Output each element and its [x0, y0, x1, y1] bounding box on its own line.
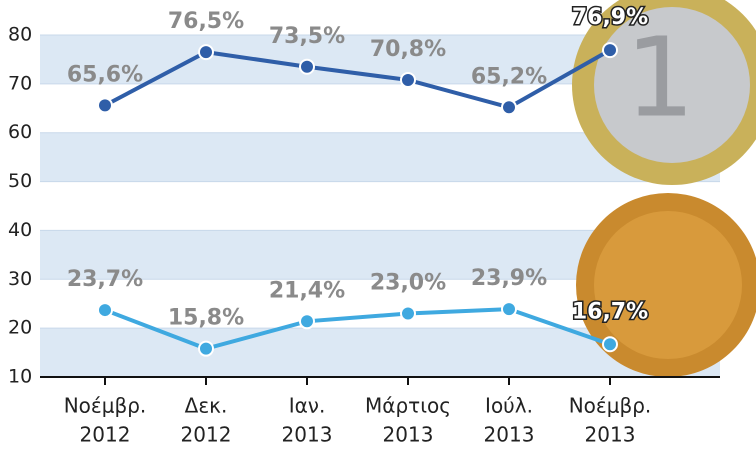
data-point [401, 73, 415, 87]
value-label: 76,9% [572, 5, 648, 30]
data-point [502, 100, 516, 114]
y-tick-label: 80 [8, 24, 32, 46]
value-label: 65,2% [471, 64, 547, 89]
value-label: 15,8% [168, 306, 244, 331]
y-tick-label: 30 [8, 268, 32, 290]
value-label: 70,8% [370, 37, 446, 62]
x-tick-label: 2013 [585, 423, 636, 447]
value-label: 23,0% [370, 270, 446, 295]
svg-text:1: 1 [625, 13, 695, 141]
value-label: 23,9% [471, 266, 547, 291]
drachma-coin [576, 193, 756, 377]
value-label: 21,4% [269, 278, 345, 303]
y-tick-label: 60 [8, 121, 32, 143]
data-point [502, 302, 516, 316]
y-tick-label: 10 [8, 366, 32, 388]
x-tick-label: Νοέμβρ. [64, 394, 147, 418]
data-point [199, 45, 213, 59]
value-label: 23,7% [67, 267, 143, 292]
x-tick-label: Μάρτιος [365, 394, 451, 418]
x-tick-label: 2012 [80, 423, 131, 447]
data-point [98, 303, 112, 317]
y-tick-label: 70 [8, 72, 32, 94]
x-tick-label: Δεκ. [185, 394, 228, 418]
x-tick-label: 2013 [383, 423, 434, 447]
data-point [401, 306, 415, 320]
y-tick-label: 40 [8, 219, 32, 241]
x-tick-label: 2012 [181, 423, 232, 447]
data-point [199, 342, 213, 356]
data-point [98, 98, 112, 112]
y-tick-label: 50 [8, 170, 32, 192]
value-label: 73,5% [269, 24, 345, 49]
chart: 1 10 20 30 40 50 60 70 80 Νοέμβρ. 2012 Δεκ. 2012 Ιαν… [0, 0, 756, 451]
data-point [603, 43, 617, 57]
x-tick-label: Νοέμβρ. [569, 394, 652, 418]
value-label: 76,5% [168, 9, 244, 34]
x-tick-label: Ιούλ. [485, 394, 533, 418]
x-tick-label: 2013 [282, 423, 333, 447]
x-tick-label: 2013 [484, 423, 535, 447]
value-label: 65,6% [67, 62, 143, 87]
data-point [300, 60, 314, 74]
value-label: 16,7% [572, 299, 648, 324]
data-point [300, 314, 314, 328]
data-point [603, 337, 617, 351]
y-tick-label: 20 [8, 317, 32, 339]
x-tick-label: Ιαν. [289, 394, 326, 418]
